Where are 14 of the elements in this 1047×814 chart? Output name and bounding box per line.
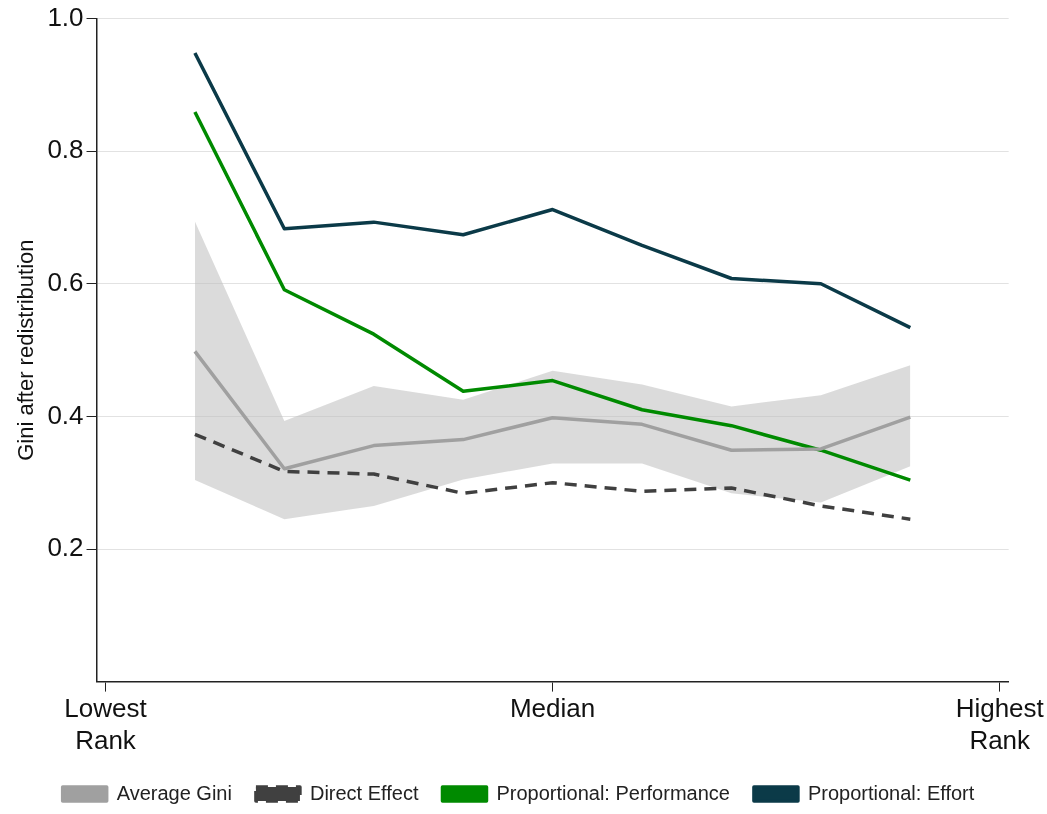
y-axis-title: Gini after redistribution [13,239,39,461]
x-tick-label: Highest Rank [955,693,1045,755]
y-tick-label: 0.6 [47,266,84,297]
line-series [193,432,913,521]
legend-label: Direct Effect [309,781,419,804]
legend-label: Average Gini [116,781,232,804]
x-tick-label: Median [509,693,596,724]
y-tick-label: 1.0 [47,1,84,32]
x-tick-label: Lowest Rank [64,693,148,755]
y-tick-label: 0.8 [47,134,84,165]
y-tick-label: 0.2 [47,532,84,563]
legend-label: Proportional: Effort [807,781,975,804]
legend-label: Proportional: Performance [496,781,730,804]
y-tick-label: 0.4 [47,399,84,430]
